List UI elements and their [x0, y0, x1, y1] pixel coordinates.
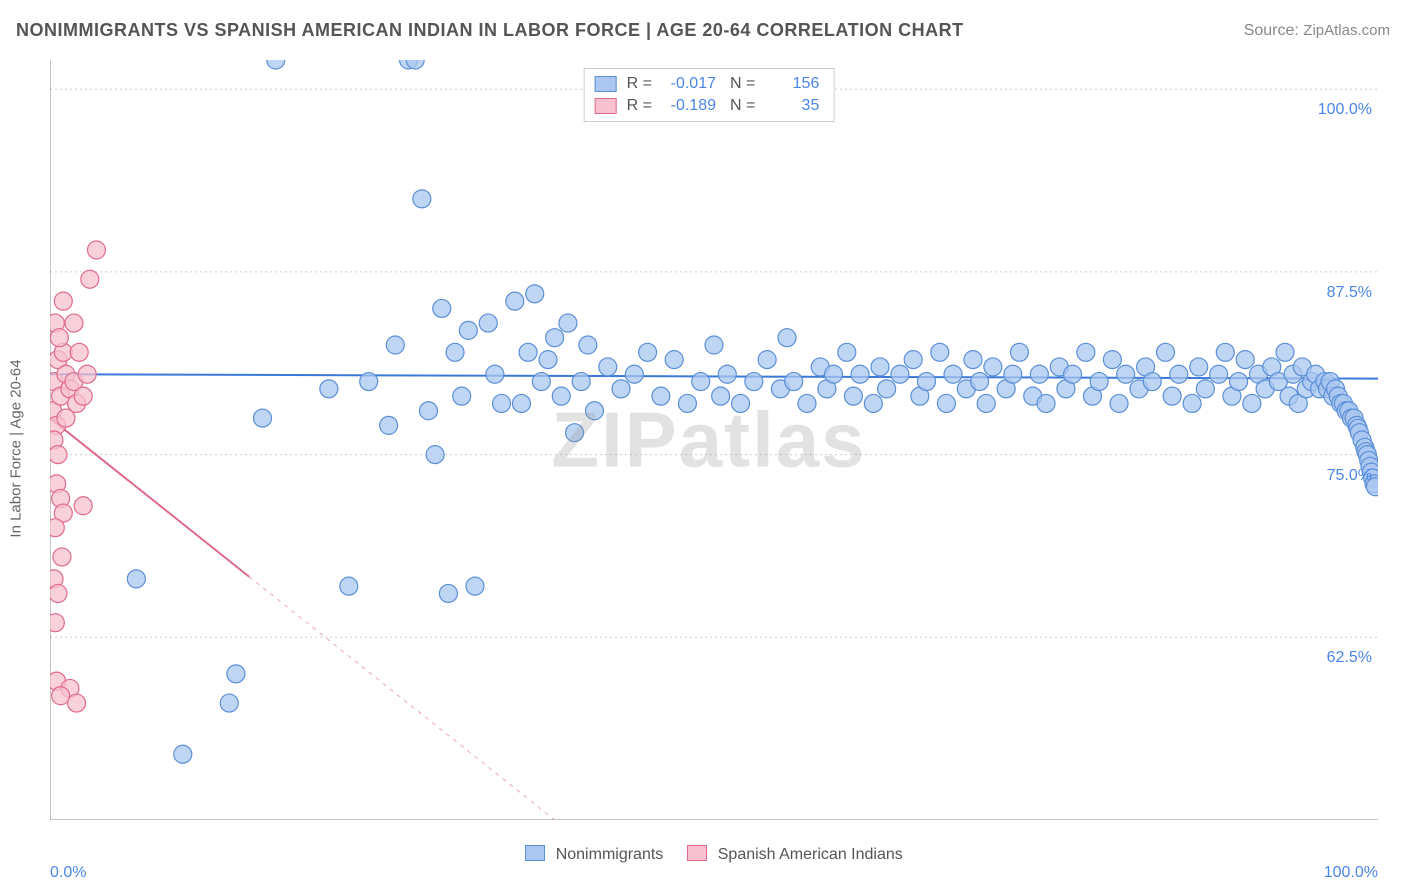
legend-item-spanish-american-indians: Spanish American Indians [687, 845, 902, 864]
chart-header: NONIMMIGRANTS VS SPANISH AMERICAN INDIAN… [16, 20, 1390, 41]
y-tick-label: 87.5% [1327, 284, 1372, 302]
legend-swatch-pink [595, 98, 617, 114]
y-tick-label: 75.0% [1327, 467, 1372, 485]
legend-n-value-blue: 156 [765, 75, 823, 93]
legend-item-nonimmigrants: Nonimmigrants [525, 845, 663, 864]
series-legend: Nonimmigrants Spanish American Indians [50, 845, 1378, 864]
y-axis-label: In Labor Force | Age 20-64 [8, 359, 25, 537]
legend-r-label: R = [627, 97, 652, 115]
x-min-label: 0.0% [50, 864, 86, 882]
legend-swatch-blue [595, 76, 617, 92]
legend-item-label: Nonimmigrants [556, 846, 664, 863]
legend-n-value-pink: 35 [765, 97, 823, 115]
legend-r-value-pink: -0.189 [662, 97, 720, 115]
legend-row-spanish-american-indians: R = -0.189 N = 35 [595, 95, 824, 117]
legend-n-label: N = [730, 75, 755, 93]
legend-row-nonimmigrants: R = -0.017 N = 156 [595, 73, 824, 95]
legend-r-label: R = [627, 75, 652, 93]
legend-n-label: N = [730, 97, 755, 115]
legend-swatch-icon [687, 845, 707, 861]
scatter-plot-svg [50, 60, 1378, 820]
source-link[interactable]: ZipAtlas.com [1303, 22, 1390, 39]
y-tick-label: 62.5% [1327, 649, 1372, 667]
chart-area: In Labor Force | Age 20-64 ZIPatlas R = … [40, 60, 1378, 820]
y-tick-label: 100.0% [1318, 101, 1372, 119]
legend-r-value-blue: -0.017 [662, 75, 720, 93]
source-label: Source: [1244, 22, 1299, 39]
x-max-label: 100.0% [1324, 864, 1378, 882]
legend-item-label: Spanish American Indians [718, 846, 903, 863]
source-attribution: Source: ZipAtlas.com [1244, 22, 1390, 40]
correlation-legend: R = -0.017 N = 156 R = -0.189 N = 35 [584, 68, 835, 122]
legend-swatch-icon [525, 845, 545, 861]
chart-title: NONIMMIGRANTS VS SPANISH AMERICAN INDIAN… [16, 20, 964, 41]
